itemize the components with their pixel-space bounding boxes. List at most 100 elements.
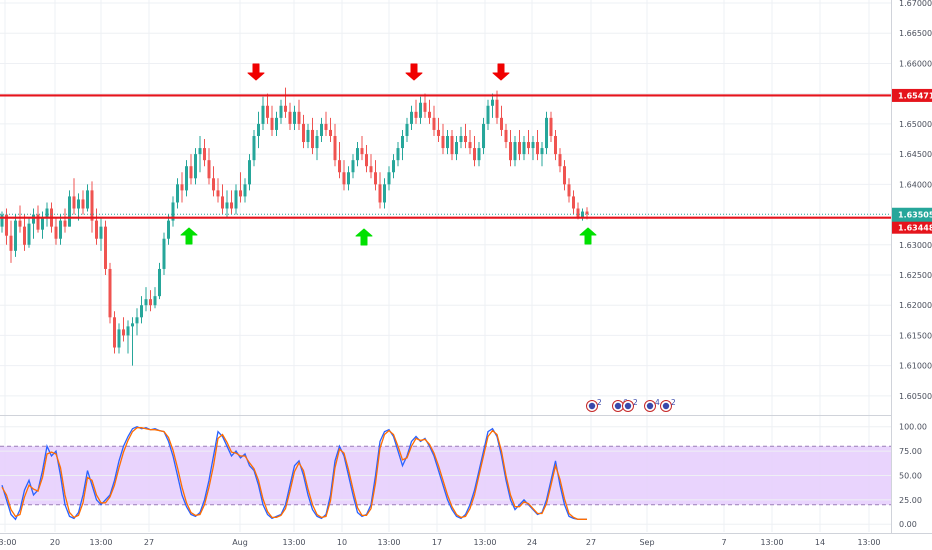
time-tick-label: 17 [432, 538, 442, 547]
candle-up [491, 99, 494, 106]
candle-down [549, 117, 553, 136]
candle-up [27, 223, 31, 245]
time-tick-label: 13:00 [857, 538, 880, 547]
candle-up [131, 323, 134, 327]
time-tick-label: Sep [639, 538, 654, 547]
candle-up [194, 154, 197, 179]
down-arrow-shape [247, 63, 265, 81]
down-arrow-shape [492, 63, 510, 81]
price-tick-label: 1.66500 [899, 29, 932, 38]
time-tick-label: 14 [815, 538, 825, 547]
candle-down [333, 135, 337, 161]
candle-down [230, 202, 233, 209]
candle-down [311, 129, 314, 149]
candle-down [36, 214, 40, 230]
price-tick-label: 1.60500 [899, 392, 932, 401]
candle-down [576, 208, 580, 218]
candle-up [293, 111, 296, 124]
time-tick-label: 13:00 [282, 538, 305, 547]
candle-down [81, 199, 85, 209]
price-tick-label: 1.63000 [899, 241, 932, 250]
candle-down [437, 129, 440, 136]
candle-down [360, 148, 364, 155]
candles [0, 87, 589, 366]
candle-up [185, 166, 188, 191]
level-lines [0, 94, 891, 219]
candle-up [68, 196, 71, 227]
candle-up [347, 172, 350, 185]
candle-down [432, 117, 436, 130]
event-badge-flag-icon [662, 402, 670, 410]
candle-down [378, 184, 382, 203]
candle-up [261, 105, 265, 124]
candle-down [297, 111, 301, 124]
candle-up [99, 226, 103, 239]
candle-up [477, 148, 481, 161]
candle-up [77, 199, 80, 209]
candle-up [459, 135, 463, 143]
current-price-label: 1.63505 [898, 210, 932, 219]
candle-up [252, 135, 256, 161]
candle-up [320, 123, 323, 136]
event-badge-flag-icon [646, 402, 654, 410]
osc-tick-label: 50.00 [899, 471, 922, 480]
candle-up [144, 299, 148, 306]
event-badges: 26242 [586, 398, 676, 412]
event-badge-flag-icon [588, 402, 596, 410]
event-badge-count: 4 [655, 398, 660, 407]
candle-down [450, 135, 454, 155]
candle-up [387, 172, 391, 185]
event-badge-count: 2 [671, 398, 676, 407]
candle-down [567, 184, 571, 197]
resistance-price-label: 1.65471 [898, 91, 932, 100]
price-tick-label: 1.61500 [899, 331, 932, 340]
candle-down [365, 154, 368, 167]
osc-tick-label: 25.00 [899, 496, 922, 505]
candle-down [495, 99, 499, 118]
candle-up [59, 220, 62, 239]
time-tick-label: 13:00 [760, 538, 783, 547]
candle-down [509, 142, 512, 161]
candle-down [95, 220, 98, 239]
up-arrow-shape [180, 227, 198, 245]
support-price-label: 1.63448 [898, 224, 932, 233]
candle-up [306, 129, 310, 143]
grid [0, 0, 891, 532]
candle-down [428, 111, 431, 118]
candle-up [446, 135, 449, 149]
price-tick-label: 1.62000 [899, 301, 932, 310]
candle-up [162, 238, 166, 269]
candle-down [558, 154, 562, 167]
candle-down [572, 196, 575, 209]
candle-down [122, 329, 125, 336]
candle-down [585, 211, 589, 215]
candle-up [158, 268, 161, 297]
candle-up [86, 190, 89, 209]
price-tick-label: 1.65000 [899, 120, 932, 129]
candle-up [279, 105, 283, 118]
candle-down [302, 123, 305, 143]
candle-up [257, 123, 260, 136]
candle-up [455, 142, 458, 155]
price-tick-label: 1.66000 [899, 59, 932, 68]
candle-down [108, 268, 112, 318]
candle-up [513, 142, 517, 161]
candle-down [369, 166, 373, 173]
candle-up [383, 184, 386, 203]
candle-down [113, 317, 116, 348]
time-tick-label: 10 [337, 538, 347, 547]
signal-arrows [180, 63, 597, 246]
candle-down [18, 220, 22, 227]
candle-up [167, 220, 170, 239]
up-arrow-icon [579, 227, 597, 245]
candle-down [149, 299, 152, 306]
candle-down [72, 196, 76, 209]
candle-down [207, 160, 211, 179]
candle-up [41, 217, 44, 230]
time-tick-label: 20 [50, 538, 60, 547]
osc-tick-label: 100.00 [899, 423, 927, 432]
candle-down [104, 226, 107, 269]
